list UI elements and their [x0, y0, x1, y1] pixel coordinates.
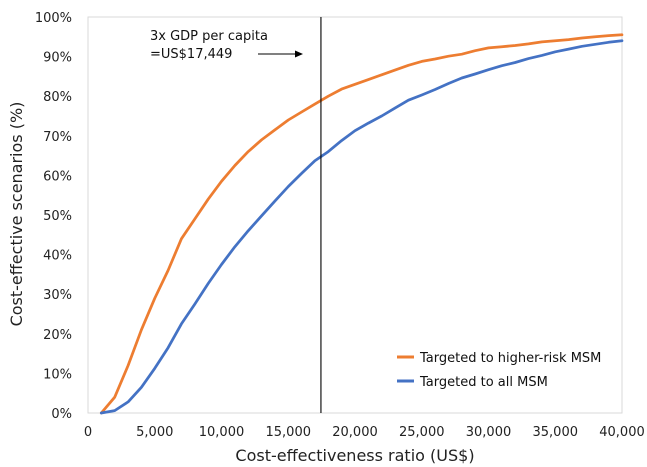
x-tick-label: 0	[84, 425, 92, 440]
y-tick-label: 60%	[43, 169, 72, 184]
x-tick-label: 30,000	[466, 425, 512, 440]
x-tick-label: 15,000	[266, 425, 312, 440]
y-tick-label: 70%	[43, 130, 72, 145]
reference-label-line2: =US$17,449	[150, 47, 232, 62]
x-tick-label: 5,000	[136, 425, 173, 440]
y-tick-label: 30%	[43, 288, 72, 303]
series-layer	[99, 33, 624, 415]
y-tick-label: 90%	[43, 51, 72, 66]
x-tick-labels: 0 5,000 10,000 15,000 20,000 25,000 30,000 35,0…	[84, 425, 645, 440]
y-tick-label: 40%	[43, 249, 72, 264]
legend: Targeted to higher-risk MSM Targeted to a…	[397, 351, 601, 390]
y-tick-label: 0%	[51, 407, 72, 422]
x-axis-label: Cost-effectiveness ratio (US$)	[235, 446, 474, 465]
y-tick-labels: 0% 10% 20% 30% 40% 50% 60% 70% 80% 90% 100%	[35, 11, 72, 422]
legend-label-1: Targeted to all MSM	[419, 375, 548, 390]
series-line-all-msm	[99, 39, 624, 415]
reference-line-group: 3x GDP per capita =US$17,449	[150, 17, 322, 413]
x-tick-label: 20,000	[332, 425, 378, 440]
plot-area	[87, 16, 623, 414]
legend-label-0: Targeted to higher-risk MSM	[419, 351, 601, 366]
x-tick-label: 40,000	[599, 425, 645, 440]
y-tick-label: 80%	[43, 90, 72, 105]
y-tick-label: 100%	[35, 11, 72, 26]
x-tick-label: 35,000	[533, 425, 579, 440]
arrow-right-icon	[295, 50, 303, 58]
x-tick-label: 25,000	[399, 425, 445, 440]
reference-label-line1: 3x GDP per capita	[150, 29, 268, 44]
y-tick-label: 10%	[43, 367, 72, 382]
plot-frame	[87, 16, 623, 414]
series-line-higher-risk-msm	[99, 33, 624, 415]
y-axis-label: Cost-effective scenarios (%)	[7, 102, 26, 327]
x-tick-label: 10,000	[199, 425, 245, 440]
y-tick-label: 20%	[43, 328, 72, 343]
y-tick-label: 50%	[43, 209, 72, 224]
